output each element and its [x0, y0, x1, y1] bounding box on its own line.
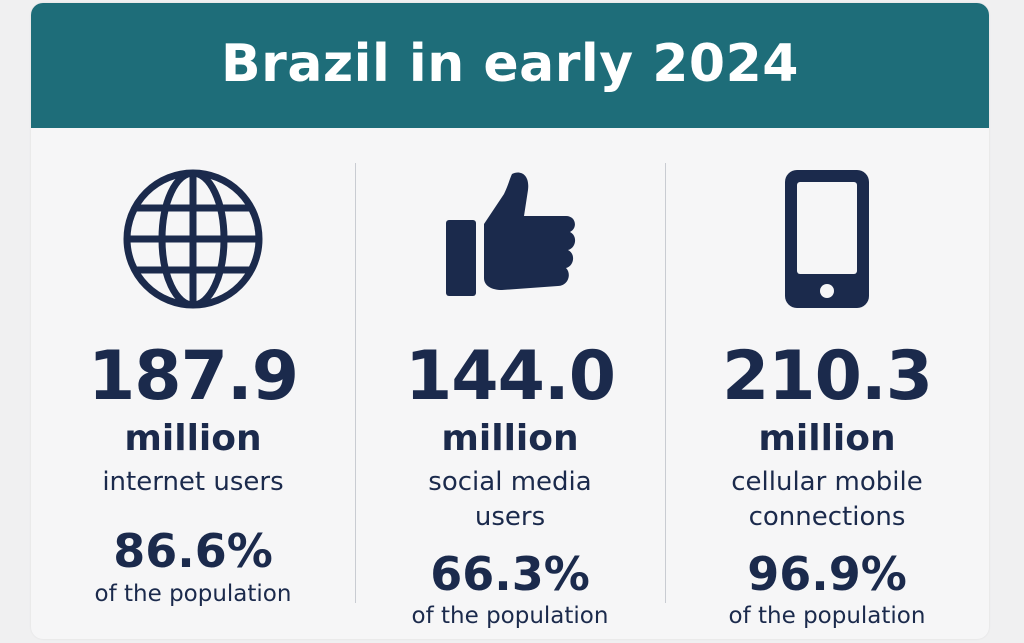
stat-internet-users: 187.9 million internet users 86.6% of th…	[31, 128, 355, 639]
internet-users-label: internet users	[102, 467, 284, 497]
mobile-connections-unit: million	[758, 418, 896, 459]
mobile-connections-value: 210.3	[721, 337, 933, 416]
stats-columns: 187.9 million internet users 86.6% of th…	[31, 128, 989, 639]
social-media-users-percent-label: of the population	[411, 603, 609, 629]
internet-users-unit: million	[124, 418, 262, 459]
social-media-users-percent: 66.3%	[430, 547, 590, 601]
internet-users-value: 187.9	[87, 337, 299, 416]
column-divider	[355, 163, 356, 603]
social-media-users-value: 144.0	[404, 337, 616, 416]
header-banner: Brazil in early 2024	[31, 3, 989, 128]
internet-users-percent: 86.6%	[113, 524, 273, 578]
social-media-users-unit: million	[441, 418, 579, 459]
column-divider	[665, 163, 666, 603]
stat-mobile-connections: 210.3 million cellular mobile connection…	[665, 128, 989, 639]
mobile-connections-label: cellular mobile connections	[731, 467, 923, 532]
mobile-connections-percent: 96.9%	[747, 547, 907, 601]
stat-social-media-users: 144.0 million social media users 66.3% o…	[355, 128, 665, 639]
mobile-connections-percent-label: of the population	[728, 603, 926, 629]
internet-users-percent-label: of the population	[94, 581, 292, 607]
infographic-card: Brazil in early 2024	[31, 3, 989, 639]
mobile-phone-icon	[781, 166, 873, 316]
page-title: Brazil in early 2024	[221, 33, 799, 94]
thumbs-up-icon	[442, 170, 578, 302]
globe-icon	[122, 168, 264, 314]
social-media-users-label: social media users	[428, 467, 592, 532]
